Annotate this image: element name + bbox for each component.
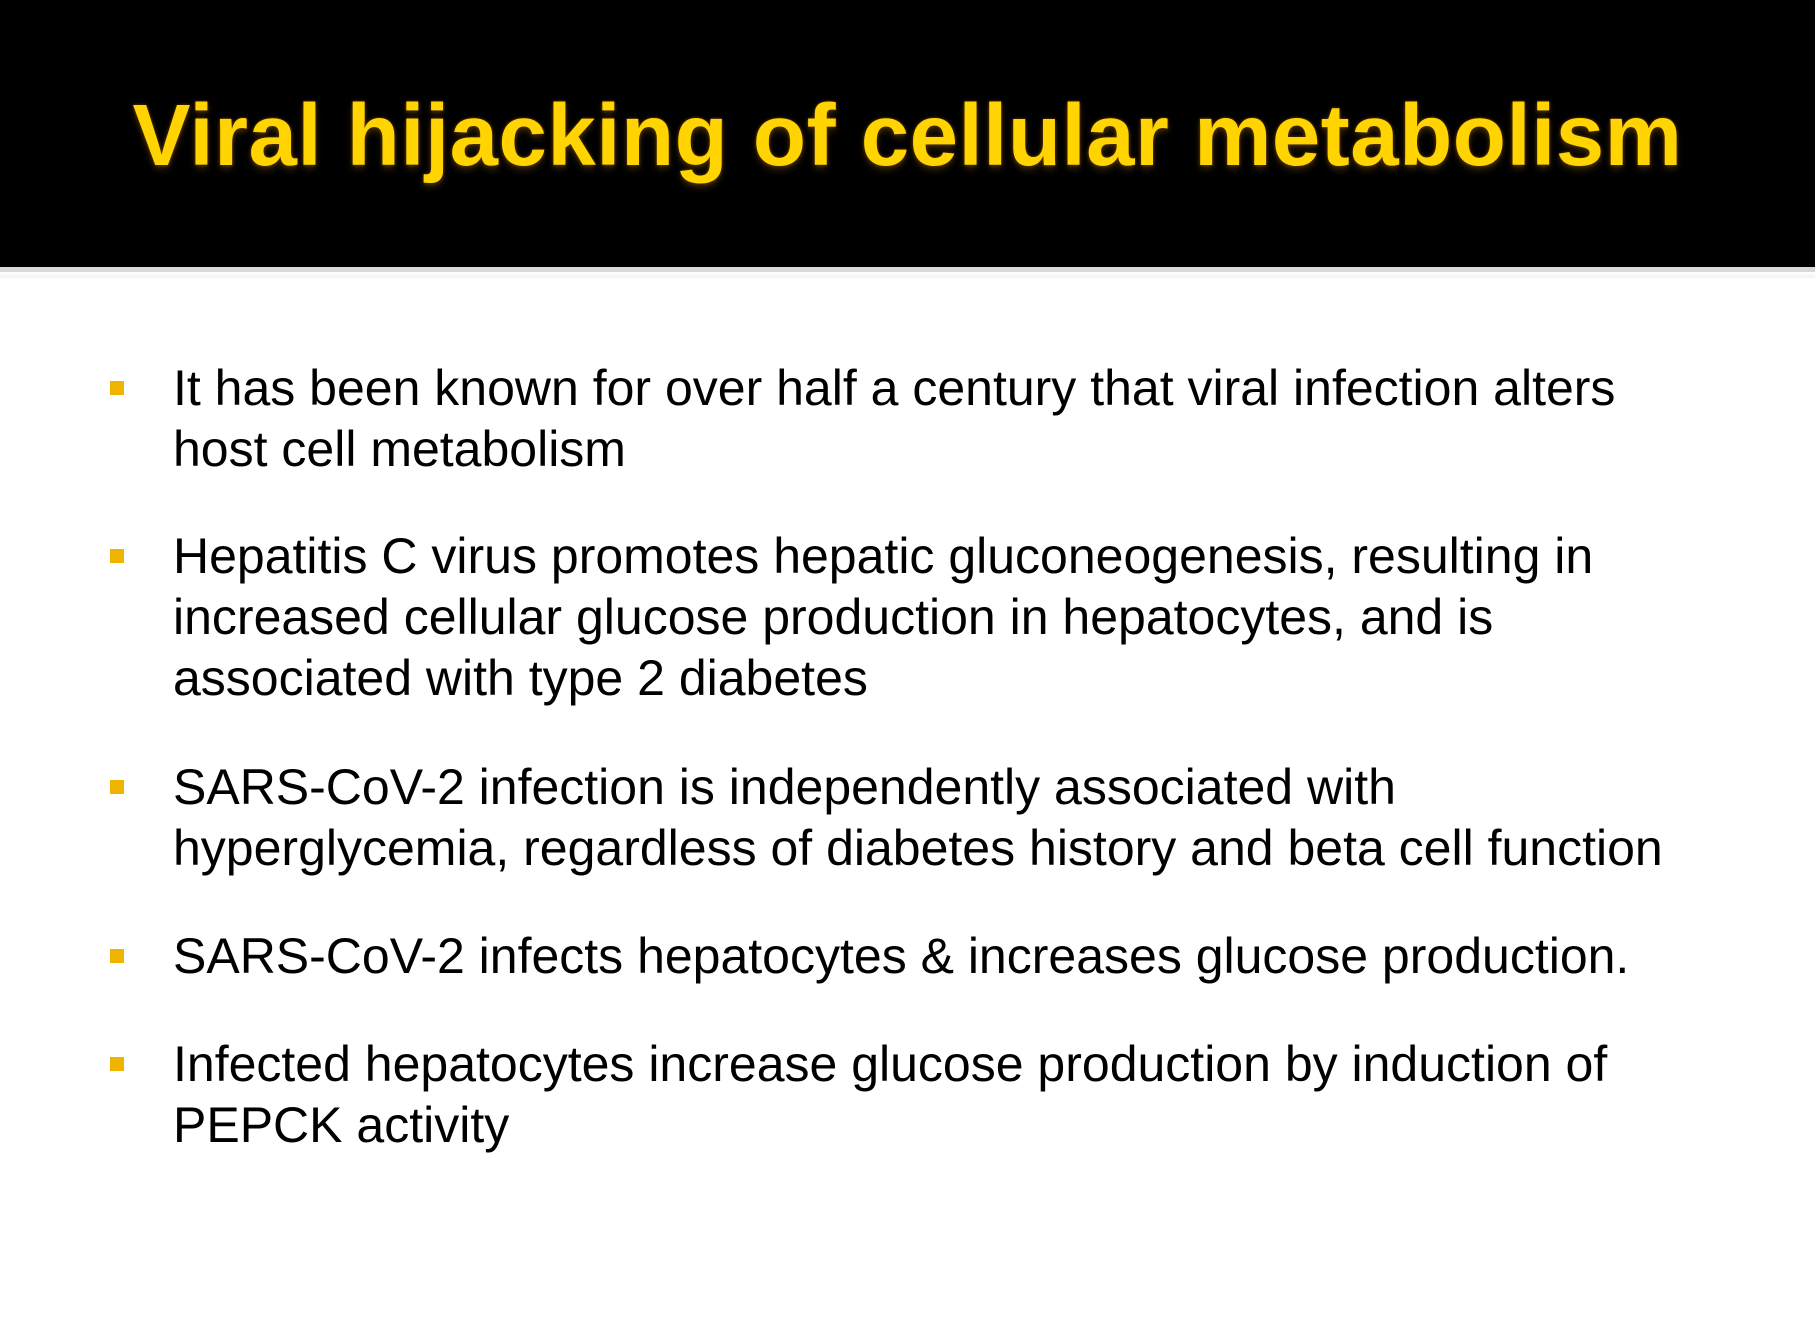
bullet-text: SARS-CoV-2 infects hepatocytes & increas… <box>173 926 1815 987</box>
bullet-text: It has been known for over half a centur… <box>173 358 1815 480</box>
square-bullet-icon <box>110 949 124 963</box>
square-bullet-icon <box>110 381 124 395</box>
bullet-line: Hepatitis C virus promotes hepatic gluco… <box>173 528 1594 584</box>
bullet-text: Infected hepatocytes increase glucose pr… <box>173 1034 1815 1156</box>
square-bullet-icon <box>110 780 124 794</box>
bullet-line: SARS-CoV-2 infection is independently as… <box>173 759 1396 815</box>
title-divider <box>0 267 1815 278</box>
bullet-line: Infected hepatocytes increase glucose pr… <box>173 1036 1608 1092</box>
slide-title: Viral hijacking of cellular metabolism <box>132 87 1683 184</box>
title-bar: Viral hijacking of cellular metabolism <box>0 0 1815 267</box>
square-bullet-icon <box>110 549 124 563</box>
square-bullet-icon <box>110 1057 124 1071</box>
bullet-line: PEPCK activity <box>173 1097 510 1153</box>
bullet-line: associated with type 2 diabetes <box>173 650 868 706</box>
bullet-line: increased cellular glucose production in… <box>173 589 1494 645</box>
bullet-text: Hepatitis C virus promotes hepatic gluco… <box>173 526 1815 709</box>
bullet-text: SARS-CoV-2 infection is independently as… <box>173 757 1815 879</box>
bullet-line: SARS-CoV-2 infects hepatocytes & increas… <box>173 928 1630 984</box>
bullet-line: It has been known for over half a centur… <box>173 360 1616 416</box>
bullet-line: host cell metabolism <box>173 421 626 477</box>
bullet-line: hyperglycemia, regardless of diabetes hi… <box>173 820 1663 876</box>
